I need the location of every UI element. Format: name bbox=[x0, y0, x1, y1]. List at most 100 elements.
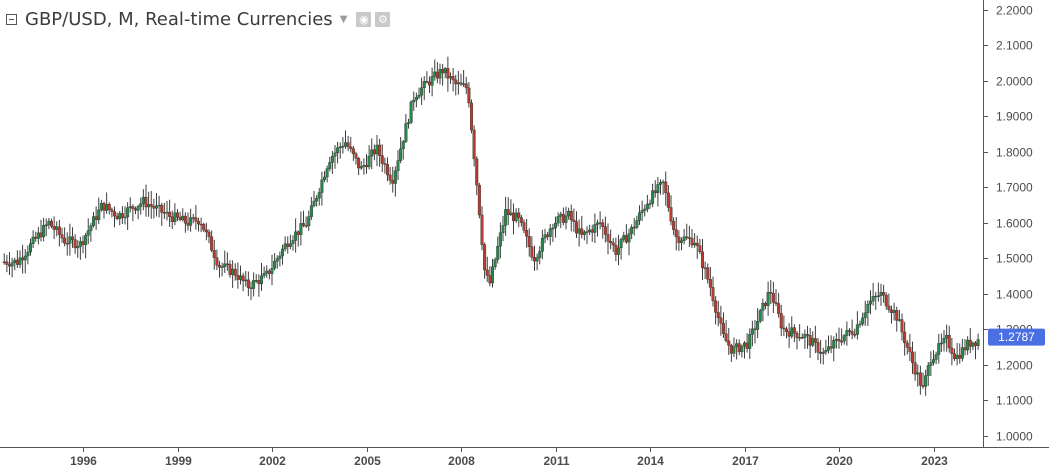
candle-up bbox=[328, 162, 332, 169]
x-tick-label: 1999 bbox=[165, 454, 192, 468]
candle-down bbox=[70, 236, 74, 240]
candle-up bbox=[966, 339, 970, 351]
x-tick-label: 2005 bbox=[354, 454, 381, 468]
candle-up bbox=[270, 268, 274, 274]
candle-down bbox=[706, 267, 710, 280]
chart-legend[interactable]: GBP/USD, M, Real-time Currencies ▼ ◉ ⚙ bbox=[6, 7, 391, 31]
candle-up bbox=[299, 223, 303, 235]
candle-up bbox=[367, 155, 371, 168]
collapse-icon[interactable] bbox=[6, 13, 17, 25]
candle-down bbox=[228, 264, 232, 275]
candle-down bbox=[517, 212, 521, 218]
candle-down bbox=[451, 76, 455, 81]
candle-up bbox=[76, 246, 80, 249]
candle-up bbox=[147, 204, 151, 208]
candle-down bbox=[170, 216, 174, 222]
candle-up bbox=[635, 220, 639, 228]
candle-down bbox=[806, 334, 810, 336]
candle-down bbox=[296, 231, 300, 235]
candle-down bbox=[7, 264, 11, 267]
candle-down bbox=[467, 87, 471, 104]
candle-down bbox=[753, 328, 757, 331]
candle-down bbox=[94, 216, 98, 221]
candle-down bbox=[304, 225, 308, 227]
candle-down bbox=[459, 82, 463, 85]
candle-up bbox=[404, 123, 408, 142]
candle-down bbox=[785, 328, 789, 332]
candle-up bbox=[173, 212, 177, 222]
candle-down bbox=[257, 280, 261, 285]
candle-down bbox=[191, 217, 195, 219]
candle-down bbox=[690, 237, 694, 246]
candle-up bbox=[422, 81, 426, 88]
candle-down bbox=[716, 312, 720, 319]
candle-down bbox=[351, 148, 355, 155]
candle-down bbox=[475, 158, 479, 186]
candle-down bbox=[485, 269, 489, 276]
candle-down bbox=[183, 215, 187, 224]
candle-down bbox=[792, 327, 796, 334]
candle-down bbox=[217, 264, 221, 268]
gear-icon[interactable]: ⚙ bbox=[375, 11, 391, 27]
candle-down bbox=[903, 331, 907, 344]
candle-down bbox=[519, 217, 523, 223]
candle-up bbox=[932, 359, 936, 363]
candle-up bbox=[323, 176, 327, 181]
candle-down bbox=[974, 342, 978, 346]
candle-up bbox=[181, 215, 185, 220]
candle-up bbox=[643, 208, 647, 211]
candle-down bbox=[241, 275, 245, 282]
candle-down bbox=[719, 317, 723, 324]
last-price-tag bbox=[988, 328, 1045, 346]
candle-down bbox=[963, 347, 967, 351]
candle-down bbox=[737, 343, 741, 353]
candle-down bbox=[653, 190, 657, 194]
candle-up bbox=[338, 146, 342, 149]
candle-up bbox=[288, 243, 292, 247]
candle-up bbox=[309, 205, 313, 217]
candle-down bbox=[212, 250, 216, 258]
candle-up bbox=[412, 99, 416, 103]
candle-down bbox=[829, 346, 833, 349]
candle-up bbox=[443, 68, 447, 74]
candle-up bbox=[128, 206, 132, 208]
candle-down bbox=[546, 234, 550, 237]
candle-down bbox=[714, 300, 718, 313]
candle-up bbox=[55, 226, 59, 230]
eye-icon[interactable]: ◉ bbox=[356, 11, 372, 27]
candle-up bbox=[491, 266, 495, 284]
candle-down bbox=[365, 165, 369, 168]
caret-down-icon[interactable]: ▼ bbox=[339, 13, 348, 25]
candle-up bbox=[315, 197, 319, 202]
candle-up bbox=[18, 257, 22, 265]
candle-up bbox=[743, 342, 747, 347]
candle-down bbox=[506, 209, 510, 215]
candle-down bbox=[346, 142, 350, 148]
x-tick-label: 2011 bbox=[543, 454, 569, 468]
candle-down bbox=[779, 313, 783, 329]
candle-down bbox=[664, 181, 668, 194]
candle-down bbox=[357, 158, 361, 169]
candle-down bbox=[186, 222, 190, 226]
candle-up bbox=[244, 279, 248, 282]
candle-down bbox=[569, 210, 573, 221]
candle-down bbox=[614, 244, 618, 255]
candle-up bbox=[543, 234, 547, 239]
candle-up bbox=[750, 328, 754, 335]
candle-up bbox=[858, 323, 862, 326]
candle-down bbox=[5, 261, 9, 265]
candle-down bbox=[15, 259, 19, 265]
candle-up bbox=[538, 251, 542, 258]
candle-up bbox=[420, 87, 424, 96]
candle-down bbox=[911, 351, 915, 363]
candle-down bbox=[884, 294, 888, 307]
candle-down bbox=[107, 204, 111, 210]
candle-up bbox=[409, 101, 413, 123]
candle-up bbox=[827, 346, 831, 351]
candle-up bbox=[619, 239, 623, 249]
candle-down bbox=[698, 245, 702, 253]
candle-up bbox=[330, 156, 334, 163]
candle-up bbox=[307, 216, 311, 226]
candle-up bbox=[189, 217, 193, 226]
